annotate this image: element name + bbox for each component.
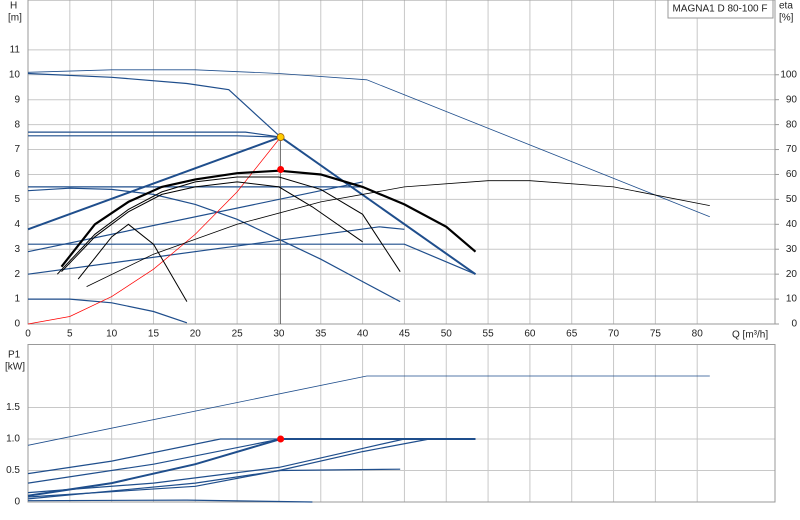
curve — [28, 135, 281, 138]
curve — [27, 136, 281, 325]
y-tick-label: 7 — [14, 144, 20, 155]
y-unit: [kW] — [5, 362, 25, 373]
x-tick-label: 75 — [650, 329, 662, 340]
y2-tick-label: 70 — [786, 144, 798, 155]
y-tick-label: 3 — [14, 244, 20, 255]
y-tick-label: 8 — [14, 119, 20, 130]
plot-frame — [27, 344, 776, 503]
curve — [27, 375, 710, 446]
curve — [27, 438, 476, 497]
y2-tick-label: 10 — [786, 294, 798, 305]
curve — [56, 176, 401, 275]
x-tick-label: 35 — [315, 329, 327, 340]
curve — [27, 136, 281, 231]
curve — [27, 69, 710, 218]
x-tick-label: 30 — [273, 329, 285, 340]
y-label: H — [10, 1, 17, 12]
x-tick-label: 15 — [148, 329, 160, 340]
y2-tick-label: 90 — [786, 94, 798, 105]
x-tick-label: 25 — [232, 329, 244, 340]
y-unit: [m] — [8, 13, 22, 24]
curve — [28, 298, 188, 324]
x-tick-label: 5 — [67, 329, 73, 340]
y2-tick-label: 0 — [791, 319, 797, 330]
y-tick-label: 1.5 — [6, 402, 20, 413]
curve — [27, 499, 313, 503]
x-tick-label: 55 — [483, 329, 495, 340]
operating-point — [277, 165, 285, 173]
y2-tick-label: 80 — [786, 119, 798, 130]
y-tick-label: 0 — [14, 319, 20, 330]
x-tick-label: 65 — [566, 329, 578, 340]
x-tick-label: 60 — [524, 329, 536, 340]
curve — [86, 180, 710, 287]
y2-tick-label: 50 — [786, 194, 798, 205]
curve — [27, 468, 401, 500]
curve — [61, 181, 363, 273]
curve — [60, 169, 477, 268]
curve — [27, 72, 282, 138]
y-tick-label: 5 — [14, 194, 20, 205]
curve — [27, 438, 447, 498]
y-tick-label: 6 — [14, 169, 20, 180]
x-tick-label: 20 — [190, 329, 202, 340]
y-tick-label: 11 — [10, 44, 21, 55]
y2-tick-label: 30 — [786, 244, 798, 255]
y-tick-label: 1.0 — [6, 434, 20, 445]
x-tick-label: 0 — [25, 329, 31, 340]
curve — [77, 223, 188, 302]
x-tick-label: 45 — [399, 329, 411, 340]
y-label: P1 — [8, 350, 21, 361]
plot-frame — [27, 0, 776, 325]
y2-unit: [%] — [779, 13, 794, 24]
y-tick-label: 0 — [14, 497, 20, 508]
curve — [280, 136, 477, 276]
y-tick-label: 4 — [14, 219, 20, 230]
operating-point — [277, 435, 285, 443]
x-tick-label: 70 — [608, 329, 620, 340]
annotation: MAGNA1 D 80-100 F — [672, 4, 767, 15]
x-tick-label: 10 — [106, 329, 118, 340]
y-tick-label: 0.5 — [6, 465, 20, 476]
y2-tick-label: 100 — [780, 69, 797, 80]
y2-tick-label: 40 — [786, 219, 798, 230]
curve — [28, 243, 476, 275]
curve — [28, 131, 281, 138]
x-tick-label: 40 — [357, 329, 369, 340]
curve — [27, 438, 476, 494]
y-tick-label: 9 — [14, 94, 20, 105]
curve — [27, 438, 281, 475]
curve — [27, 187, 401, 303]
y2-tick-label: 60 — [786, 169, 798, 180]
curve — [27, 438, 281, 484]
annotation-box — [667, 0, 774, 19]
x-tick-label: 50 — [441, 329, 453, 340]
operating-point — [276, 133, 285, 141]
x-tick-label: 80 — [692, 329, 704, 340]
y-tick-label: 10 — [9, 69, 21, 80]
x-label: Q [m³/h] — [732, 330, 768, 341]
y-tick-label: 2 — [14, 269, 20, 280]
y2-tick-label: 20 — [786, 269, 798, 280]
curve — [27, 226, 405, 275]
y2-label: eta — [779, 1, 793, 12]
y-tick-label: 1 — [14, 294, 20, 305]
